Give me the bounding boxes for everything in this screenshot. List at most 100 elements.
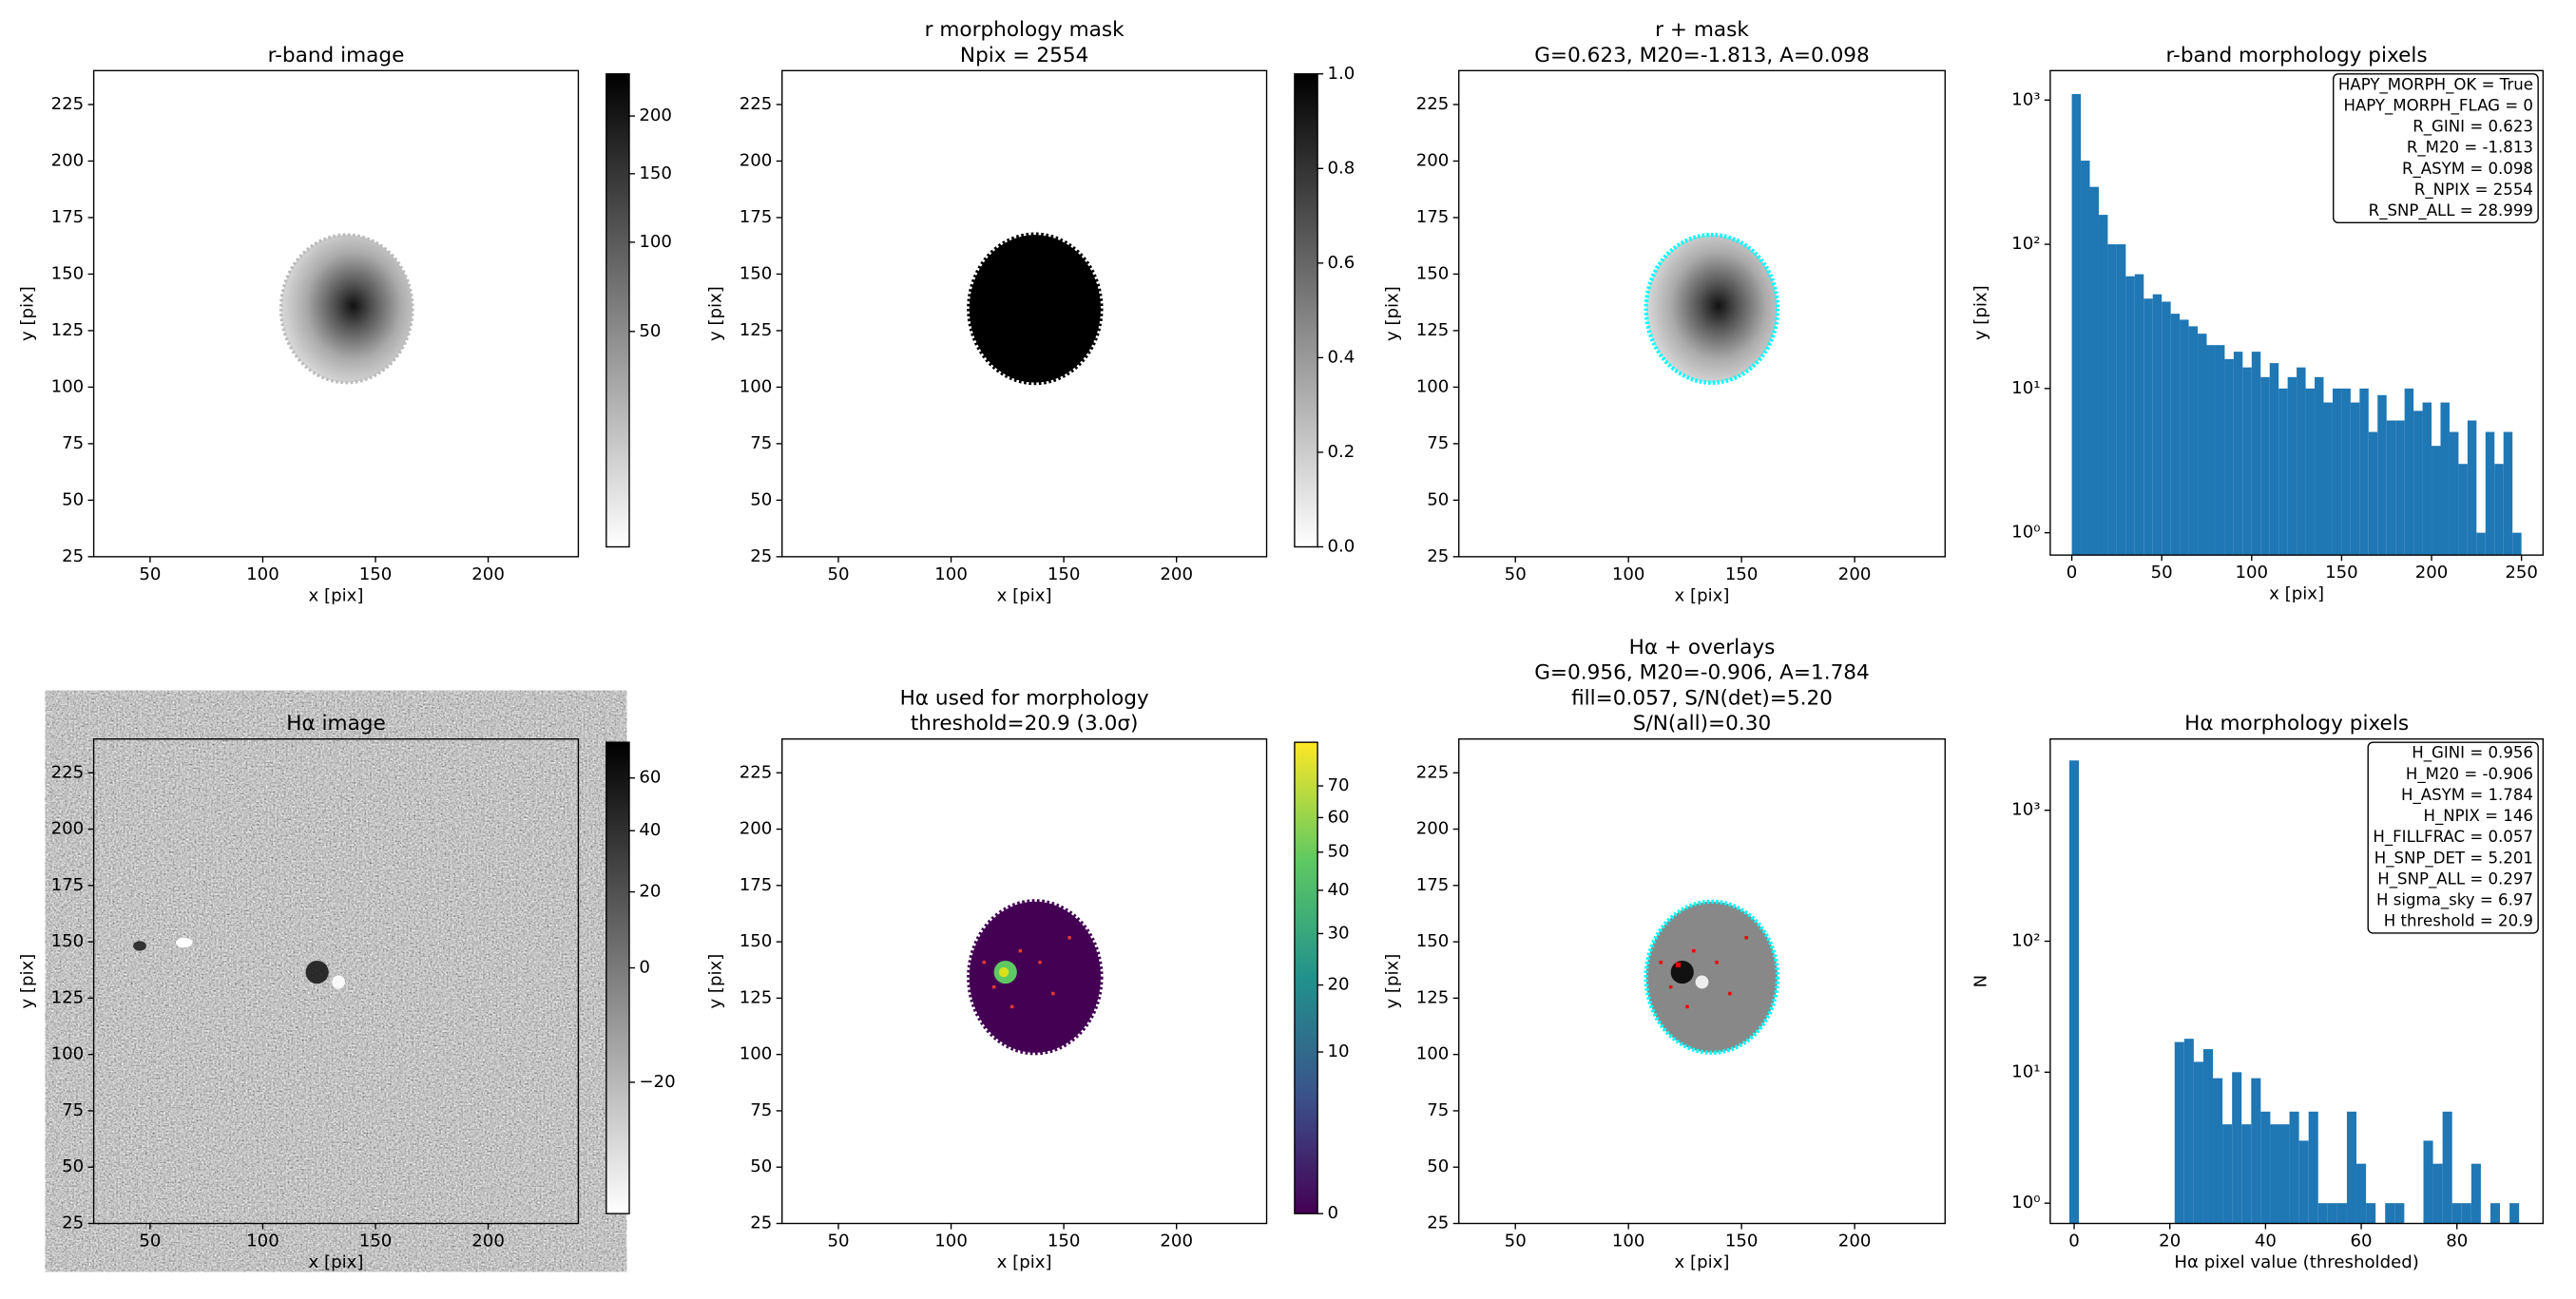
histogram-bar	[2485, 431, 2495, 556]
y-tick-label: 200	[1416, 150, 1450, 170]
y-tick-label: 175	[740, 207, 773, 227]
y-tick-label: 100	[740, 376, 773, 396]
x-tick-label: 150	[2325, 563, 2358, 583]
y-axis-label: y [pix]	[706, 954, 726, 1009]
axes-frame	[1458, 737, 1946, 1225]
x-tick-label: 100	[934, 564, 968, 584]
mask-image	[967, 232, 1104, 386]
y-tick-label: 10³	[2011, 800, 2040, 820]
histogram-bar	[2215, 345, 2225, 556]
histogram-bar	[2098, 215, 2108, 556]
x-axis-label: x [pix]	[1675, 1252, 1730, 1272]
histogram-bar	[2224, 358, 2234, 556]
x-tick-label: 80	[2446, 1232, 2468, 1251]
halpha-feature	[1670, 960, 1694, 984]
histogram-bar	[2422, 402, 2432, 556]
halpha-feature	[176, 937, 193, 948]
colorbar	[606, 741, 630, 1214]
y-axis-label: y [pix]	[706, 286, 726, 341]
histogram-bar	[2260, 376, 2270, 556]
x-tick-label: 50	[827, 564, 849, 584]
colorbar-tick-label: 0	[1327, 1203, 1338, 1223]
histogram-bar	[2467, 420, 2477, 556]
pixel	[1744, 936, 1748, 940]
halpha-overlay-image	[1644, 899, 1780, 1055]
histogram-bar	[2451, 1203, 2462, 1224]
pixel	[1067, 936, 1071, 940]
y-tick-label: 200	[1416, 819, 1450, 839]
x-tick-label: 150	[359, 564, 393, 584]
axes-frame	[781, 69, 1268, 558]
pixel	[1018, 948, 1023, 953]
x-tick-label: 0	[2067, 563, 2078, 583]
y-tick-label: 75	[62, 433, 84, 453]
panel-title: threshold=20.9 (3.0σ)	[911, 712, 1139, 735]
axes-frame	[92, 69, 580, 558]
annotation-text: R_SNP_ALL = 28.999	[2369, 201, 2533, 220]
x-tick-label: 150	[1048, 1232, 1081, 1251]
colorbar-tick-label: 10	[1327, 1041, 1349, 1061]
annotation-text: H_GINI = 0.956	[2412, 744, 2533, 763]
colorbar-tick-label: 60	[1327, 807, 1349, 827]
y-tick-label: 50	[1427, 1156, 1449, 1176]
halpha-feature	[305, 960, 329, 984]
histogram-bar	[2449, 431, 2459, 556]
colorbar-tick-label: 30	[1327, 923, 1349, 943]
y-tick-label: 75	[62, 1100, 84, 1120]
colorbar	[1294, 741, 1318, 1214]
y-axis-label: y [pix]	[17, 286, 37, 341]
pixel	[1668, 984, 1673, 989]
colorbar-tick-label: 0.2	[1327, 442, 1355, 462]
annotation-text: H_FILLFRAC = 0.057	[2373, 828, 2533, 847]
panel-title: r + mask	[1655, 18, 1749, 42]
histogram-bar	[2413, 411, 2423, 556]
annotation-text: H_M20 = -0.906	[2406, 765, 2533, 784]
x-tick-label: 200	[1838, 1232, 1872, 1251]
galaxy-mask-overlay	[1644, 232, 1780, 385]
histogram-bar	[2489, 1203, 2501, 1224]
histogram-bar	[2162, 301, 2171, 556]
y-tick-label: 175	[740, 875, 773, 895]
histogram-bar	[2180, 319, 2189, 556]
x-tick-label: 100	[246, 564, 279, 584]
x-tick-label: 200	[1838, 564, 1872, 584]
histogram-bar	[2346, 1111, 2357, 1224]
x-tick-label: 150	[1725, 564, 1759, 584]
y-tick-label: 200	[51, 819, 85, 839]
y-tick-label: 200	[51, 150, 85, 170]
histogram-bar	[2317, 1203, 2328, 1224]
y-tick-label: 25	[62, 1213, 84, 1233]
histogram-bar	[2143, 298, 2153, 556]
colorbar-tick-label: 20	[1327, 975, 1349, 995]
y-tick-label: 100	[1416, 376, 1450, 396]
histogram-bar	[2297, 367, 2306, 556]
annotation-text: R_GINI = 0.623	[2413, 118, 2533, 137]
x-tick-label: 60	[2351, 1232, 2373, 1251]
histogram-bar	[2251, 1078, 2261, 1224]
axes-frame	[92, 737, 580, 1225]
x-axis-label: x [pix]	[997, 1252, 1052, 1272]
histogram-bar	[2279, 1124, 2290, 1224]
histogram-bar	[2270, 1124, 2280, 1224]
pixel	[1692, 948, 1696, 953]
histogram-bar	[2278, 388, 2288, 556]
y-tick-label: 225	[51, 94, 85, 114]
histogram-bar	[2170, 314, 2181, 556]
histogram-bar	[2323, 402, 2333, 556]
y-tick-label: 150	[1416, 931, 1450, 951]
y-tick-label: 100	[51, 376, 85, 396]
colorbar-tick-label: 0	[639, 958, 650, 978]
x-tick-label: 250	[2505, 563, 2538, 583]
panel-title: G=0.623, M20=-1.813, A=0.098	[1534, 44, 1870, 67]
axes-frame	[2049, 69, 2545, 556]
colorbar-tick-label: 100	[639, 232, 672, 252]
histogram-bar	[2432, 446, 2441, 556]
histogram-bar	[2089, 186, 2099, 556]
pixel	[1728, 991, 1732, 996]
y-tick-label: 10⁰	[2011, 523, 2040, 543]
y-tick-label: 10²	[2011, 931, 2040, 951]
pixel	[1685, 1004, 1689, 1009]
panel-title: S/N(all)=0.30	[1633, 712, 1771, 735]
colorbar-tick-label: 0.6	[1327, 253, 1355, 273]
x-tick-label: 20	[2159, 1232, 2181, 1251]
